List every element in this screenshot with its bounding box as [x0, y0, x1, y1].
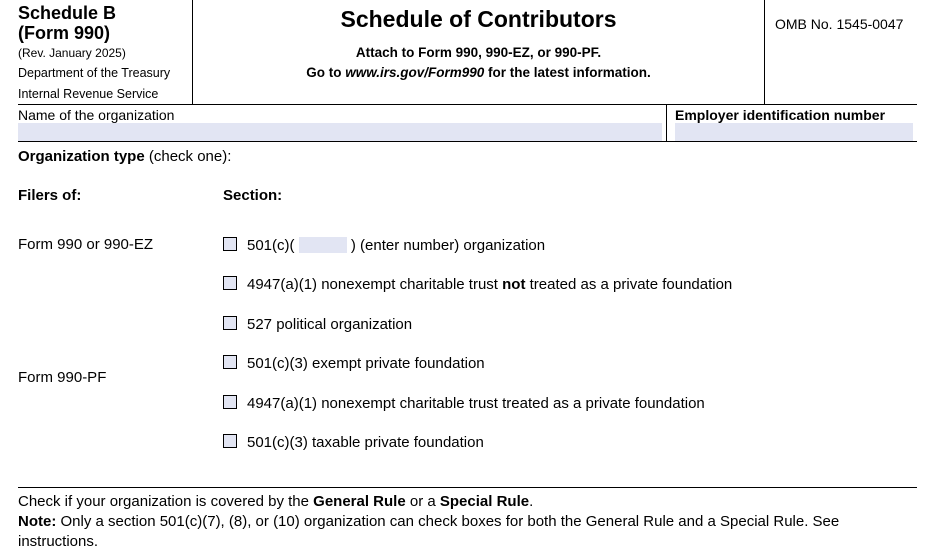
form-990-schedule-b: Schedule B (Form 990) (Rev. January 2025… — [0, 0, 935, 552]
section-head: Section: — [223, 187, 917, 222]
r1e: . — [529, 493, 533, 510]
option-527-text: 527 political organization — [247, 315, 412, 335]
r1b: General Rule — [313, 493, 406, 510]
option-501c3-taxable-row: 501(c)(3) taxable private foundation — [223, 419, 917, 459]
opt1-suffix: ) (enter number) organization — [347, 237, 545, 254]
option-4947-pf-text: 4947(a)(1) nonexempt charitable trust tr… — [247, 394, 705, 414]
org-type-heading: Organization type (check one): — [18, 142, 917, 165]
option-527-row: 527 political organization — [223, 301, 917, 341]
goto-url: www.irs.gov/Form990 — [345, 65, 484, 80]
opt1-prefix: 501(c)( — [247, 237, 299, 254]
schedule-name-line1: Schedule B — [18, 4, 188, 24]
checkbox-527[interactable] — [223, 316, 237, 330]
option-501c-text: 501(c)( ) (enter number) organization — [247, 236, 545, 256]
note-label: Note: — [18, 513, 56, 530]
goto-prefix: Go to — [306, 65, 345, 80]
filers-grid: Filers of: Form 990 or 990-EZ Form 990-P… — [18, 165, 917, 459]
schedule-name-line2: (Form 990) — [18, 24, 188, 44]
option-501c-row: 501(c)( ) (enter number) organization — [223, 222, 917, 262]
option-4947-not-pf-text: 4947(a)(1) nonexempt charitable trust no… — [247, 275, 732, 295]
501c-number-input[interactable] — [299, 237, 347, 253]
form-title: Schedule of Contributors — [201, 6, 756, 33]
r1c: or a — [406, 493, 440, 510]
ein-block: Employer identification number — [667, 105, 917, 141]
org-name-label: Name of the organization — [18, 107, 662, 123]
filer-group2-label: Form 990-PF — [18, 253, 223, 386]
rules-separator — [18, 487, 917, 488]
ein-input[interactable] — [675, 123, 913, 141]
rules-line1: Check if your organization is covered by… — [18, 492, 917, 512]
org-name-block: Name of the organization — [18, 105, 667, 141]
ein-label: Employer identification number — [675, 107, 913, 123]
option-501c3-exempt-text: 501(c)(3) exempt private foundation — [247, 354, 485, 374]
rules-note: Note: Only a section 501(c)(7), (8), or … — [18, 512, 917, 552]
opt2-c: treated as a private foundation — [525, 276, 732, 293]
note-text: Only a section 501(c)(7), (8), or (10) o… — [18, 513, 839, 550]
header-right-block: OMB No. 1545-0047 — [765, 0, 917, 104]
rules-block: Check if your organization is covered by… — [18, 492, 917, 552]
checkbox-4947-pf[interactable] — [223, 395, 237, 409]
option-4947-not-pf-row: 4947(a)(1) nonexempt charitable trust no… — [223, 261, 917, 301]
filers-col1: Filers of: Form 990 or 990-EZ Form 990-P… — [18, 187, 223, 459]
checkbox-501c3-exempt[interactable] — [223, 355, 237, 369]
dept-line2: Internal Revenue Service — [18, 87, 188, 102]
opt2-a: 4947(a)(1) nonexempt charitable trust — [247, 276, 502, 293]
form-header: Schedule B (Form 990) (Rev. January 2025… — [18, 0, 917, 105]
option-4947-pf-row: 4947(a)(1) nonexempt charitable trust tr… — [223, 380, 917, 420]
r1d: Special Rule — [440, 493, 529, 510]
goto-suffix: for the latest information. — [484, 65, 651, 80]
dept-line1: Department of the Treasury — [18, 66, 188, 81]
header-left-block: Schedule B (Form 990) (Rev. January 2025… — [18, 0, 193, 104]
filers-col2: Section: 501(c)( ) (enter number) organi… — [223, 187, 917, 459]
checkbox-4947-not-pf[interactable] — [223, 276, 237, 290]
filer-group1-label: Form 990 or 990-EZ — [18, 222, 223, 253]
option-501c3-exempt-row: 501(c)(3) exempt private foundation — [223, 340, 917, 380]
r1a: Check if your organization is covered by… — [18, 493, 313, 510]
attach-instruction: Attach to Form 990, 990-EZ, or 990-PF. — [201, 43, 756, 63]
name-ein-row: Name of the organization Employer identi… — [18, 105, 917, 142]
option-501c3-taxable-text: 501(c)(3) taxable private foundation — [247, 433, 484, 453]
org-type-rest: (check one): — [145, 148, 232, 165]
header-center-block: Schedule of Contributors Attach to Form … — [193, 0, 765, 104]
filers-of-head: Filers of: — [18, 187, 223, 222]
revision-date: (Rev. January 2025) — [18, 46, 188, 60]
org-name-input[interactable] — [18, 123, 662, 141]
checkbox-501c[interactable] — [223, 237, 237, 251]
checkbox-501c3-taxable[interactable] — [223, 434, 237, 448]
org-type-bold: Organization type — [18, 148, 145, 165]
omb-number: OMB No. 1545-0047 — [775, 16, 903, 32]
goto-instruction: Go to www.irs.gov/Form990 for the latest… — [201, 63, 756, 83]
opt2-b: not — [502, 276, 525, 293]
